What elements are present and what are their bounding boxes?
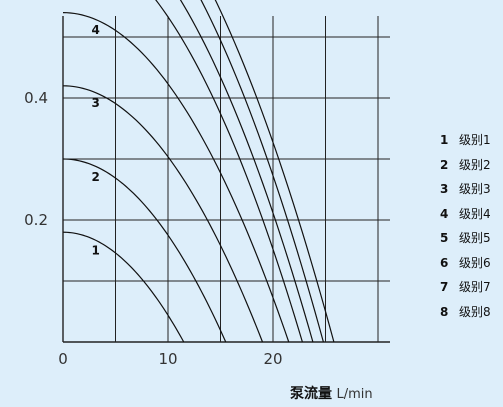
legend-label: 级别7 xyxy=(459,280,491,294)
curve-label-3: 3 xyxy=(92,96,100,110)
legend-item: 1 级别1 xyxy=(440,131,491,147)
curve-8 xyxy=(214,0,335,343)
legend-number: 1 xyxy=(440,133,449,147)
chart-grid xyxy=(62,16,390,343)
curve-label-1: 1 xyxy=(92,244,100,258)
legend-label: 级别1 xyxy=(459,133,491,147)
x-tick-label: 0 xyxy=(58,350,68,368)
x-axis-label: 泵流量 L/min xyxy=(290,383,373,403)
chart-curve-labels: 12345678 xyxy=(92,23,100,258)
legend-item: 3 级别3 xyxy=(440,180,491,196)
curve-label-2: 2 xyxy=(92,170,100,184)
legend-number: 3 xyxy=(440,182,449,196)
legend-item: 8 级别8 xyxy=(440,303,491,319)
x-axis-unit: L/min xyxy=(336,387,373,402)
y-tick-label: 0.4 xyxy=(24,89,48,107)
curve-5 xyxy=(155,0,303,343)
legend-number: 5 xyxy=(440,231,449,245)
x-axis-ticks: 0 10 20 xyxy=(58,350,282,368)
curve-1 xyxy=(62,231,185,343)
curve-label-4: 4 xyxy=(92,23,100,37)
curve-2 xyxy=(62,158,227,343)
legend-label: 级别3 xyxy=(459,182,491,196)
y-tick-label: 0.2 xyxy=(24,211,48,229)
legend-number: 2 xyxy=(440,157,449,172)
x-tick-label: 20 xyxy=(263,350,282,368)
legend-number: 7 xyxy=(440,280,449,294)
legend-item: 6 级别6 xyxy=(440,254,491,270)
legend-item: 5 级别5 xyxy=(440,229,491,245)
legend-label: 级别5 xyxy=(459,231,491,245)
x-tick-label: 10 xyxy=(158,350,177,368)
legend-item: 2 级别2 xyxy=(440,156,491,172)
curve-7 xyxy=(200,0,324,343)
legend-number: 6 xyxy=(440,255,449,270)
legend-item: 7 级别7 xyxy=(440,278,491,294)
curve-3 xyxy=(62,85,264,343)
y-axis-ticks: 0.20.40.60.8 xyxy=(24,89,48,229)
curve-6 xyxy=(179,0,314,343)
legend-item: 4 级别4 xyxy=(440,205,491,221)
legend-label: 级别2 xyxy=(459,157,491,172)
legend-label: 级别6 xyxy=(459,255,491,270)
x-axis-title: 泵流量 xyxy=(290,386,332,402)
curve-4 xyxy=(62,12,290,343)
legend-label: 级别4 xyxy=(459,206,491,221)
legend-number: 4 xyxy=(440,206,449,221)
legend-label: 级别8 xyxy=(459,304,491,319)
legend-number: 8 xyxy=(440,304,449,319)
chart-curves xyxy=(62,0,335,343)
